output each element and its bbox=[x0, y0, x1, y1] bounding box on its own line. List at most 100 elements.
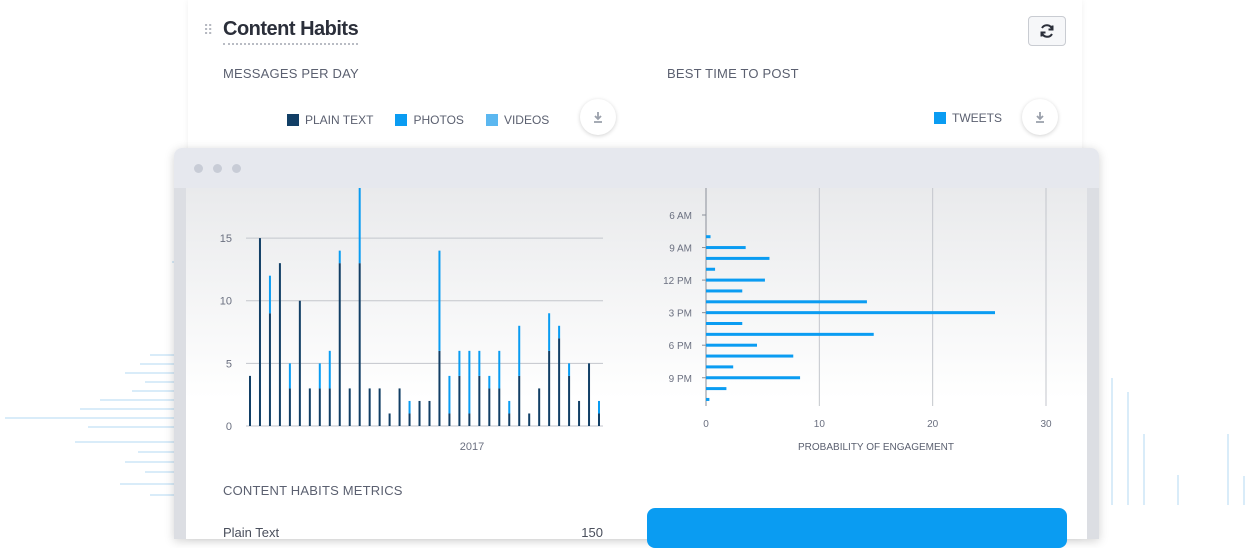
refresh-button[interactable] bbox=[1028, 16, 1066, 46]
bar-photos bbox=[478, 350, 481, 376]
bar-plain-text bbox=[598, 413, 600, 426]
y-tick-label: 3 PM bbox=[669, 309, 692, 320]
bar-tweets bbox=[706, 311, 995, 315]
bar-plain-text bbox=[488, 388, 491, 426]
bar-plain-text bbox=[298, 300, 301, 426]
bar-plain-text bbox=[428, 400, 431, 426]
bar-tweets bbox=[706, 332, 874, 336]
bar-plain-text bbox=[548, 350, 551, 426]
bar-plain-text bbox=[308, 388, 311, 426]
x-tick-label: 2017 bbox=[460, 441, 484, 453]
bar-plain-text bbox=[558, 338, 561, 426]
bar-plain-text bbox=[318, 388, 321, 426]
bar-tweets bbox=[706, 289, 743, 293]
bar-photos bbox=[508, 400, 511, 414]
legend-item-photos: PHOTOS bbox=[395, 113, 464, 127]
bar-photos bbox=[458, 350, 461, 376]
bar-photos bbox=[568, 363, 571, 376]
bar-plain-text bbox=[418, 400, 421, 426]
bar-plain-text bbox=[528, 413, 531, 426]
window-dot-icon bbox=[213, 164, 222, 173]
y-tick-label: 9 AM bbox=[669, 244, 692, 255]
bar-photos bbox=[438, 250, 441, 351]
legend-label: PHOTOS bbox=[413, 113, 464, 127]
metric-label: Plain Text bbox=[223, 525, 280, 540]
bar-plain-text bbox=[348, 388, 351, 426]
bar-tweets bbox=[706, 322, 743, 325]
y-tick-label: 5 bbox=[226, 358, 232, 370]
legend-swatch bbox=[485, 114, 498, 126]
bar-plain-text bbox=[578, 400, 581, 426]
download-messages-button[interactable] bbox=[580, 99, 616, 135]
bar-photos bbox=[318, 363, 321, 389]
legend-label: VIDEOS bbox=[503, 113, 550, 127]
bar-photos bbox=[358, 188, 361, 264]
legend-label: PLAIN TEXT bbox=[305, 113, 374, 127]
bar-plain-text bbox=[388, 413, 391, 426]
bar-tweets bbox=[706, 256, 770, 260]
legend-swatch bbox=[287, 114, 299, 126]
bar-plain-text bbox=[398, 388, 401, 426]
download-icon bbox=[1036, 112, 1044, 123]
panel-title: Content Habits bbox=[223, 18, 359, 45]
bar-tweets bbox=[706, 300, 867, 304]
bar-photos bbox=[328, 350, 331, 389]
bar-plain-text bbox=[438, 350, 441, 426]
y-tick-label: 15 bbox=[220, 233, 232, 245]
bar-photos bbox=[408, 400, 411, 414]
y-tick-label: 10 bbox=[220, 296, 232, 308]
window-edge-left bbox=[174, 188, 186, 539]
messages-per-day-chart: 0 5 10 15 2017 bbox=[220, 188, 603, 453]
bar-photos bbox=[548, 313, 551, 351]
bar-plain-text bbox=[448, 413, 451, 426]
bar-plain-text bbox=[378, 388, 381, 426]
window-dot-icon bbox=[194, 164, 203, 173]
bar-tweets bbox=[706, 343, 757, 347]
bar-tweets bbox=[706, 397, 710, 401]
y-tick-label: 6 AM bbox=[669, 211, 692, 222]
best-time-chart: 0 10 20 30 6 AM 9 AM 12 PM 3 PM 6 PM 9 PM PROBABIL… bbox=[663, 188, 1052, 453]
metrics-heading: CONTENT HABITS METRICS bbox=[223, 483, 403, 498]
download-best-time-button[interactable] bbox=[1022, 99, 1058, 135]
bar-tweets bbox=[706, 246, 746, 250]
metrics-row: Plain Text 150 bbox=[223, 525, 603, 540]
bar-photos bbox=[498, 350, 501, 389]
bar-plain-text bbox=[508, 413, 511, 426]
x-axis-label: PROBABILITY OF ENGAGEMENT bbox=[798, 442, 954, 453]
bar-tweets bbox=[706, 376, 801, 380]
bar-tweets bbox=[706, 354, 794, 358]
bar-plain-text bbox=[538, 388, 541, 426]
bar-plain-text bbox=[278, 263, 281, 426]
bar-photos bbox=[268, 275, 271, 314]
bar-plain-text bbox=[258, 238, 261, 426]
bar-plain-text bbox=[408, 413, 411, 426]
legend-label: TWEETS bbox=[952, 111, 1002, 125]
bar-plain-text bbox=[458, 375, 461, 426]
legend-swatch bbox=[395, 114, 408, 126]
messages-legend: PLAIN TEXT PHOTOS VIDEOS bbox=[287, 113, 549, 127]
bar-photos bbox=[338, 250, 341, 264]
legend-item-tweets: TWEETS bbox=[934, 111, 1002, 125]
best-time-heading: BEST TIME TO POST bbox=[667, 66, 799, 81]
blue-cta-card[interactable] bbox=[647, 508, 1067, 548]
bar-tweets bbox=[706, 235, 711, 239]
refresh-icon bbox=[1040, 24, 1054, 38]
bar-tweets bbox=[706, 365, 734, 369]
bar-tweets bbox=[706, 278, 765, 282]
messages-per-day-heading: MESSAGES PER DAY bbox=[223, 66, 359, 81]
drag-handle-icon[interactable]: ⠿ bbox=[203, 22, 213, 38]
window-dot-icon bbox=[232, 164, 241, 173]
bar-photos bbox=[488, 375, 491, 389]
x-tick-label: 0 bbox=[703, 419, 709, 430]
bar-plain-text bbox=[328, 388, 331, 426]
bar-plain-text bbox=[478, 375, 481, 426]
y-tick-label: 6 PM bbox=[669, 341, 692, 352]
bar-photos bbox=[558, 325, 561, 339]
download-icon bbox=[594, 112, 602, 123]
browser-window-frame bbox=[174, 148, 1099, 539]
bar-tweets bbox=[706, 387, 727, 391]
bar-photos bbox=[598, 400, 600, 414]
tweets-legend: TWEETS bbox=[934, 111, 1002, 125]
